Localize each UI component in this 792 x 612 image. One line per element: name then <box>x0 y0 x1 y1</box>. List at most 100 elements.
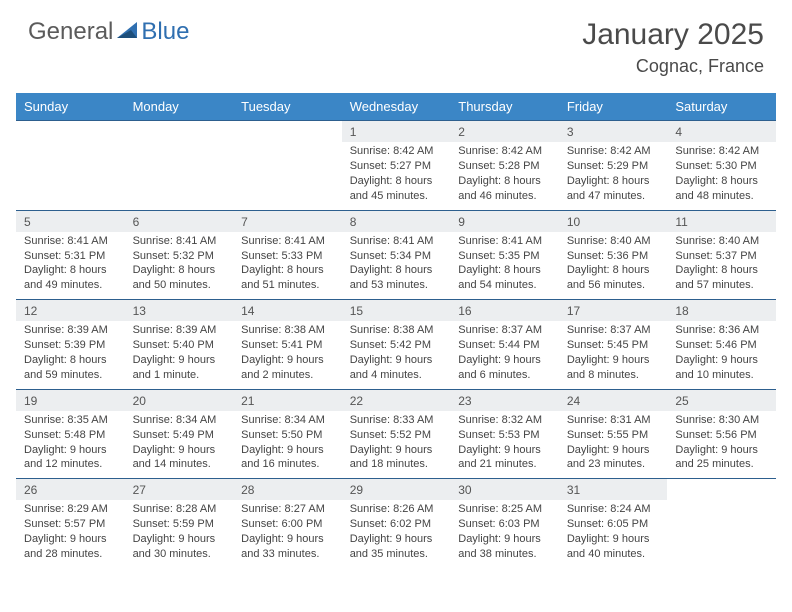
day-cell: Sunrise: 8:33 AMSunset: 5:52 PMDaylight:… <box>342 411 451 479</box>
day-cell: Sunrise: 8:30 AMSunset: 5:56 PMDaylight:… <box>667 411 776 479</box>
sunset-line: Sunset: 5:49 PM <box>133 428 226 443</box>
sunset-line: Sunset: 5:52 PM <box>350 428 443 443</box>
daylight-line2: and 53 minutes. <box>350 278 443 293</box>
sunset-line: Sunset: 5:33 PM <box>241 249 334 264</box>
sunset-line: Sunset: 5:45 PM <box>567 338 660 353</box>
day-cell: Sunrise: 8:41 AMSunset: 5:33 PMDaylight:… <box>233 232 342 300</box>
daylight-line: Daylight: 9 hours <box>24 532 117 547</box>
sunset-line: Sunset: 5:34 PM <box>350 249 443 264</box>
sunrise-line: Sunrise: 8:34 AM <box>241 413 334 428</box>
day-cell: Sunrise: 8:38 AMSunset: 5:41 PMDaylight:… <box>233 321 342 389</box>
daylight-line2: and 30 minutes. <box>133 547 226 562</box>
day-number-cell: 18 <box>667 300 776 322</box>
daylight-line: Daylight: 9 hours <box>567 353 660 368</box>
day-number-cell: 31 <box>559 479 668 501</box>
day-number-cell: 5 <box>16 210 125 232</box>
daylight-line2: and 18 minutes. <box>350 457 443 472</box>
daylight-line2: and 28 minutes. <box>24 547 117 562</box>
daylight-line2: and 54 minutes. <box>458 278 551 293</box>
daylight-line: Daylight: 9 hours <box>241 532 334 547</box>
day-cell: Sunrise: 8:41 AMSunset: 5:34 PMDaylight:… <box>342 232 451 300</box>
sunset-line: Sunset: 5:31 PM <box>24 249 117 264</box>
day-cell: Sunrise: 8:36 AMSunset: 5:46 PMDaylight:… <box>667 321 776 389</box>
day-body-row: Sunrise: 8:39 AMSunset: 5:39 PMDaylight:… <box>16 321 776 389</box>
sunset-line: Sunset: 5:37 PM <box>675 249 768 264</box>
logo-text-blue: Blue <box>141 18 189 46</box>
day-number-cell: 19 <box>16 389 125 411</box>
daylight-line2: and 12 minutes. <box>24 457 117 472</box>
sunrise-line: Sunrise: 8:38 AM <box>241 323 334 338</box>
weekday-header: Wednesday <box>342 93 451 121</box>
daylight-line: Daylight: 8 hours <box>241 263 334 278</box>
day-number-cell: 30 <box>450 479 559 501</box>
sunset-line: Sunset: 5:28 PM <box>458 159 551 174</box>
day-number-cell: 6 <box>125 210 234 232</box>
daylight-line: Daylight: 8 hours <box>458 263 551 278</box>
day-number-cell <box>233 121 342 143</box>
daylight-line: Daylight: 9 hours <box>458 532 551 547</box>
sunrise-line: Sunrise: 8:34 AM <box>133 413 226 428</box>
daylight-line2: and 38 minutes. <box>458 547 551 562</box>
weekday-header: Monday <box>125 93 234 121</box>
daylight-line: Daylight: 9 hours <box>675 353 768 368</box>
sunset-line: Sunset: 5:36 PM <box>567 249 660 264</box>
day-cell <box>667 500 776 567</box>
day-cell: Sunrise: 8:29 AMSunset: 5:57 PMDaylight:… <box>16 500 125 567</box>
daylight-line: Daylight: 9 hours <box>133 532 226 547</box>
day-number-cell: 11 <box>667 210 776 232</box>
daylight-line: Daylight: 9 hours <box>24 443 117 458</box>
day-body-row: Sunrise: 8:41 AMSunset: 5:31 PMDaylight:… <box>16 232 776 300</box>
day-number-cell <box>667 479 776 501</box>
day-cell: Sunrise: 8:42 AMSunset: 5:30 PMDaylight:… <box>667 142 776 210</box>
day-body-row: Sunrise: 8:42 AMSunset: 5:27 PMDaylight:… <box>16 142 776 210</box>
daylight-line2: and 33 minutes. <box>241 547 334 562</box>
day-cell: Sunrise: 8:24 AMSunset: 6:05 PMDaylight:… <box>559 500 668 567</box>
day-number-cell: 10 <box>559 210 668 232</box>
day-number-cell: 25 <box>667 389 776 411</box>
daylight-line: Daylight: 9 hours <box>675 443 768 458</box>
daylight-line: Daylight: 8 hours <box>24 263 117 278</box>
day-cell: Sunrise: 8:37 AMSunset: 5:45 PMDaylight:… <box>559 321 668 389</box>
weekday-header: Saturday <box>667 93 776 121</box>
day-number-cell: 24 <box>559 389 668 411</box>
daylight-line: Daylight: 8 hours <box>350 263 443 278</box>
sunrise-line: Sunrise: 8:40 AM <box>567 234 660 249</box>
sunrise-line: Sunrise: 8:29 AM <box>24 502 117 517</box>
sunset-line: Sunset: 6:00 PM <box>241 517 334 532</box>
daylight-line2: and 47 minutes. <box>567 189 660 204</box>
sunrise-line: Sunrise: 8:42 AM <box>350 144 443 159</box>
day-number-cell: 14 <box>233 300 342 322</box>
daylight-line: Daylight: 9 hours <box>567 532 660 547</box>
sunset-line: Sunset: 5:50 PM <box>241 428 334 443</box>
sunset-line: Sunset: 5:59 PM <box>133 517 226 532</box>
sunrise-line: Sunrise: 8:42 AM <box>458 144 551 159</box>
sunrise-line: Sunrise: 8:27 AM <box>241 502 334 517</box>
sunrise-line: Sunrise: 8:39 AM <box>133 323 226 338</box>
day-number-cell: 15 <box>342 300 451 322</box>
sunrise-line: Sunrise: 8:39 AM <box>24 323 117 338</box>
calendar-table: SundayMondayTuesdayWednesdayThursdayFrid… <box>16 93 776 568</box>
sunset-line: Sunset: 5:35 PM <box>458 249 551 264</box>
sunrise-line: Sunrise: 8:24 AM <box>567 502 660 517</box>
day-body-row: Sunrise: 8:29 AMSunset: 5:57 PMDaylight:… <box>16 500 776 567</box>
day-cell: Sunrise: 8:35 AMSunset: 5:48 PMDaylight:… <box>16 411 125 479</box>
sunrise-line: Sunrise: 8:36 AM <box>675 323 768 338</box>
day-number-cell: 23 <box>450 389 559 411</box>
day-cell: Sunrise: 8:40 AMSunset: 5:37 PMDaylight:… <box>667 232 776 300</box>
day-cell: Sunrise: 8:41 AMSunset: 5:32 PMDaylight:… <box>125 232 234 300</box>
day-cell: Sunrise: 8:42 AMSunset: 5:27 PMDaylight:… <box>342 142 451 210</box>
day-cell: Sunrise: 8:38 AMSunset: 5:42 PMDaylight:… <box>342 321 451 389</box>
daylight-line2: and 25 minutes. <box>675 457 768 472</box>
day-cell: Sunrise: 8:34 AMSunset: 5:50 PMDaylight:… <box>233 411 342 479</box>
daylight-line2: and 2 minutes. <box>241 368 334 383</box>
sunrise-line: Sunrise: 8:41 AM <box>24 234 117 249</box>
logo-text-general: General <box>28 18 113 46</box>
daylight-line2: and 49 minutes. <box>24 278 117 293</box>
day-cell: Sunrise: 8:26 AMSunset: 6:02 PMDaylight:… <box>342 500 451 567</box>
sunrise-line: Sunrise: 8:41 AM <box>350 234 443 249</box>
daylight-line2: and 23 minutes. <box>567 457 660 472</box>
daylight-line2: and 14 minutes. <box>133 457 226 472</box>
sunset-line: Sunset: 5:42 PM <box>350 338 443 353</box>
sunset-line: Sunset: 5:27 PM <box>350 159 443 174</box>
sunset-line: Sunset: 5:41 PM <box>241 338 334 353</box>
